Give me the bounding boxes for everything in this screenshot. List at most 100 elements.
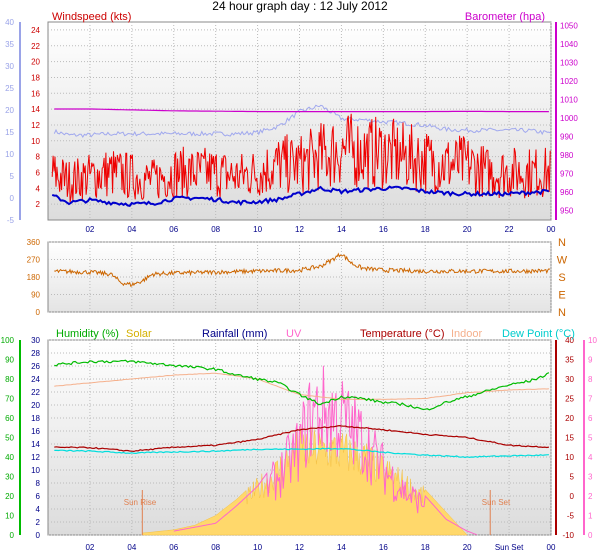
- rainfall-tick: 2: [36, 518, 41, 527]
- temperature-tick: 30: [565, 375, 574, 384]
- humidity-tick: 80: [5, 375, 14, 384]
- rainfall-tick: 30: [31, 336, 40, 345]
- time-tick: 20: [463, 225, 472, 234]
- temperature-tick: 35: [565, 356, 574, 365]
- windspeed-tick: 14: [31, 105, 40, 114]
- windspeed-axis-label: Windspeed (kts): [52, 11, 131, 23]
- rainfall-tick: 22: [31, 388, 40, 397]
- rainfall-tick: 8: [36, 479, 41, 488]
- windspeed-tick: 6: [36, 168, 41, 177]
- uv-tick: 2: [588, 492, 593, 501]
- barometer-axis-label: Barometer (hpa): [465, 11, 545, 23]
- temperature-tick: -5: [567, 512, 575, 521]
- barometer-line: [54, 108, 549, 113]
- temperature-tick: 25: [565, 395, 574, 404]
- legend-humidity: Humidity (%): [56, 328, 119, 340]
- time-tick: 18: [421, 543, 430, 552]
- direction-tick: 360: [27, 238, 41, 247]
- rainfall-tick: 14: [31, 440, 40, 449]
- gust-scale-tick: 5: [10, 172, 15, 181]
- temperature-tick: 15: [565, 434, 574, 443]
- time-tick: 12: [295, 225, 304, 234]
- axes-labels: 24681012141618202224-5051015202530354095…: [1, 18, 598, 552]
- gust-scale-tick: 40: [5, 18, 14, 27]
- gust-scale-tick: -5: [7, 216, 15, 225]
- barometer-tick: 1040: [560, 40, 578, 49]
- uv-tick: 5: [588, 434, 593, 443]
- rainfall-tick: 26: [31, 362, 40, 371]
- barometer-tick: 1000: [560, 114, 578, 123]
- time-tick: 16: [379, 543, 388, 552]
- wind-direction-line: [54, 252, 551, 287]
- legend-indoor: Indoor: [451, 328, 483, 340]
- rainfall-tick: 24: [31, 375, 40, 384]
- uv-tick: 3: [588, 473, 593, 482]
- direction-series: [54, 252, 551, 287]
- humidity-tick: 100: [1, 336, 15, 345]
- uv-tick: 9: [588, 356, 593, 365]
- humidity-tick: 40: [5, 453, 14, 462]
- humidity-line: [54, 359, 550, 411]
- gust-scale-tick: 15: [5, 128, 14, 137]
- time-tick: 06: [169, 543, 178, 552]
- humidity-tick: 0: [10, 531, 15, 540]
- time-tick: 22: [505, 225, 514, 234]
- rainfall-tick: 16: [31, 427, 40, 436]
- windspeed-tick: 20: [31, 58, 40, 67]
- barometer-tick: 980: [560, 151, 574, 160]
- windspeed-line: [51, 113, 551, 203]
- time-tick: 00: [547, 543, 556, 552]
- legend-rainfall: Rainfall (mm): [202, 328, 267, 340]
- rainfall-tick: 12: [31, 453, 40, 462]
- humidity-tick: 10: [5, 512, 14, 521]
- temperature-tick: 5: [570, 473, 575, 482]
- temperature-tick: 10: [565, 453, 574, 462]
- legend-solar: Solar: [126, 328, 152, 340]
- humidity-tick: 30: [5, 473, 14, 482]
- windspeed-tick: 22: [31, 42, 40, 51]
- direction-panel: [47, 241, 552, 313]
- barometer-tick: 970: [560, 170, 574, 179]
- time-tick: 16: [379, 225, 388, 234]
- temperature-tick: 0: [570, 492, 575, 501]
- uv-tick: 8: [588, 375, 593, 384]
- barometer-tick: 1030: [560, 59, 578, 68]
- rainfall-tick: 28: [31, 349, 40, 358]
- legend-temperature: Temperature (°C): [360, 328, 444, 340]
- time-tick: 02: [85, 225, 94, 234]
- direction-tick: 0: [36, 308, 41, 317]
- gust-scale-tick: 0: [10, 194, 15, 203]
- uv-tick: 4: [588, 453, 593, 462]
- time-tick: 00: [547, 225, 556, 234]
- barometer-tick: 990: [560, 133, 574, 142]
- windspeed-tick: 8: [36, 153, 41, 162]
- uv-tick: 6: [588, 414, 593, 423]
- rainfall-tick: 20: [31, 401, 40, 410]
- uv-line: [173, 365, 477, 536]
- windspeed-tick: 16: [31, 89, 40, 98]
- time-tick: 10: [253, 225, 262, 234]
- legend-dewpoint: Dew Point (°C): [502, 328, 575, 340]
- sunrise-annotation: Sun Rise: [124, 498, 157, 507]
- time-tick: 20: [463, 543, 472, 552]
- compass-tick: N: [558, 237, 566, 249]
- rainfall-tick: 10: [31, 466, 40, 475]
- temperature-tick: 20: [565, 414, 574, 423]
- uv-tick: 10: [588, 336, 597, 345]
- wind-average-line: [51, 185, 550, 208]
- direction-tick: 180: [27, 273, 41, 282]
- time-tick: 04: [127, 543, 136, 552]
- direction-tick: 90: [31, 291, 40, 300]
- time-tick: 14: [337, 225, 346, 234]
- uv-tick: 7: [588, 395, 593, 404]
- windspeed-tick: 10: [31, 137, 40, 146]
- compass-tick: E: [558, 290, 565, 302]
- time-tick: 12: [295, 543, 304, 552]
- gust-scale-tick: 25: [5, 84, 14, 93]
- temperature-tick: 40: [565, 336, 574, 345]
- climate-series: [54, 359, 550, 536]
- gust-scale-tick: 20: [5, 106, 14, 115]
- uv-tick: 1: [588, 512, 593, 521]
- barometer-tick: 1020: [560, 77, 578, 86]
